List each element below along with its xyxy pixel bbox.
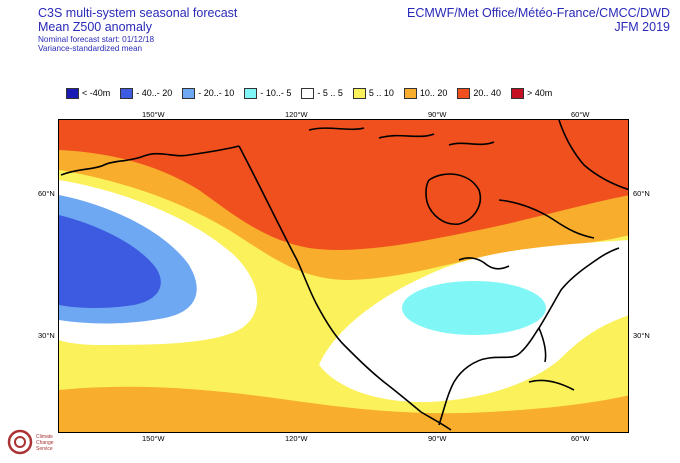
coast-gulf [438,351,522,426]
coast-mexico-pacific [420,411,452,431]
legend-item: 10.. 20 [403,87,448,99]
legend-item: > 40m [510,87,553,99]
legend-item: 20.. 40 [457,87,501,99]
field-minus20-40-west [59,215,161,309]
logo-text: Climate Change Service [36,434,66,452]
coast-arctic-islands [308,127,495,146]
title-line-1: C3S multi-system seasonal forecast [38,6,238,20]
logo-text-line-1: Climate [36,434,53,440]
legend-label: - 10..- 5 [260,88,292,98]
forecast-start-line: Nominal forecast start: 01/12/18 [38,34,155,44]
field-10-20-south [59,386,628,432]
legend-item: - 40..- 20 [120,87,173,99]
legend-swatch [301,87,315,99]
lon-tick-top: 60°W [571,110,590,119]
legend-item: < -40m [66,87,111,99]
legend-item: - 20..- 10 [182,87,235,99]
season-label: JFM 2019 [614,20,670,35]
legend-item: - 5 .. 5 [301,87,343,99]
legend-label: > 40m [526,88,553,98]
legend-label: - 5 .. 5 [317,88,343,98]
lon-tick-bottom: 120°W [285,434,308,443]
legend-label: 10.. 20 [419,88,448,98]
lon-tick-top: 150°W [142,110,165,119]
legend-swatch [403,87,417,99]
lon-tick-bottom: 60°W [571,434,590,443]
legend-swatch [120,87,134,99]
coastlines [60,120,628,431]
lat-tick-right: 30°N [633,331,650,340]
lat-tick-right: 60°N [633,189,650,198]
legend-label: - 40..- 20 [136,88,173,98]
legend-item: 5 .. 10 [352,87,394,99]
lon-tick-bottom: 90°W [428,434,447,443]
coast-hudson-bay [425,173,481,225]
coast-alaska-west [60,145,240,176]
source-centres: ECMWF/Met Office/Météo-France/CMCC/DWD [407,6,670,20]
legend-swatch [457,87,471,99]
coast-great-lakes [458,257,510,270]
anomaly-field [59,120,628,432]
coast-labrador [498,199,595,239]
logo-text-line-2: Change Service [36,440,54,452]
legend-item: - 10..- 5 [244,87,292,99]
color-legend: < -40m - 40..- 20 - 20..- 10 - 10..- 5 -… [66,86,562,100]
copernicus-emblem-icon [7,429,33,455]
legend-swatch [244,87,258,99]
legend-label: 20.. 40 [473,88,501,98]
title-block: C3S multi-system seasonal forecast Mean … [38,6,237,54]
title-line-2: Mean Z500 anomaly [38,20,152,35]
legend-swatch [66,87,79,99]
legend-label: < -40m [82,88,111,98]
method-line: Variance-standardized mean [38,44,143,54]
lat-tick-left: 60°N [38,189,55,198]
lon-tick-bottom: 150°W [142,434,165,443]
field-minus5-10-east [402,281,546,335]
legend-label: 5 .. 10 [368,88,394,98]
lon-tick-top: 120°W [285,110,308,119]
coast-atlantic [538,247,620,329]
lon-tick-top: 90°W [428,110,447,119]
legend-swatch [510,87,524,99]
coast-greenland [558,120,628,191]
legend-label: - 20..- 10 [198,88,235,98]
lat-tick-left: 30°N [38,331,55,340]
legend-swatch [352,87,366,99]
source-block: ECMWF/Met Office/Météo-France/CMCC/DWD J… [407,6,670,35]
legend-swatch [182,87,196,99]
coast-pacific-northwest [238,145,422,413]
anomaly-map [58,119,629,433]
coast-cuba [528,379,575,391]
copernicus-logo: Climate Change Service [6,428,66,460]
